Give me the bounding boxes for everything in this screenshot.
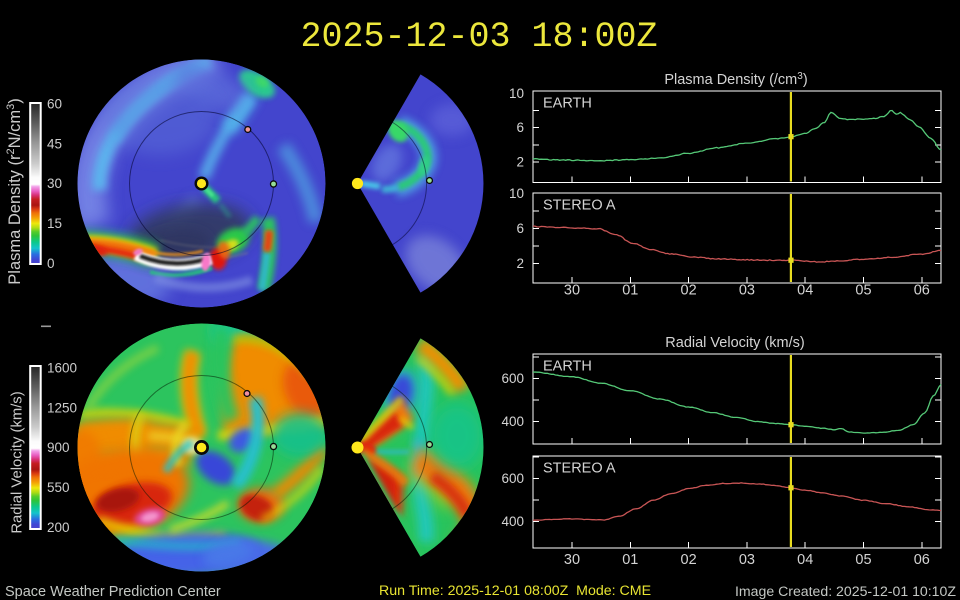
svg-text:1600: 1600	[47, 361, 77, 376]
svg-text:2025-12-03 18:00Z: 2025-12-03 18:00Z	[300, 17, 657, 57]
svg-text:06: 06	[914, 552, 930, 568]
svg-text:1250: 1250	[47, 400, 77, 415]
svg-text:STEREO A: STEREO A	[543, 461, 616, 477]
svg-text:30: 30	[564, 552, 580, 568]
svg-text:45: 45	[47, 136, 62, 151]
svg-text:6: 6	[516, 221, 524, 236]
svg-text:200: 200	[47, 520, 70, 535]
svg-text:400: 400	[501, 414, 524, 429]
svg-text:550: 550	[47, 480, 70, 495]
svg-text:03: 03	[739, 283, 755, 299]
svg-text:Image Created: 2025-12-01 10:1: Image Created: 2025-12-01 10:10Z	[735, 583, 956, 599]
svg-text:0: 0	[47, 256, 55, 271]
svg-text:2: 2	[516, 154, 524, 169]
svg-text:6: 6	[516, 120, 524, 135]
svg-text:600: 600	[501, 371, 524, 386]
svg-text:01: 01	[622, 552, 638, 568]
svg-text:Plasma Density (/cm3): Plasma Density (/cm3)	[664, 71, 807, 89]
svg-text:15: 15	[47, 216, 62, 231]
svg-text:05: 05	[855, 283, 871, 299]
svg-text:10: 10	[509, 86, 524, 101]
svg-text:Radial Velocity (km/s): Radial Velocity (km/s)	[665, 335, 804, 351]
svg-text:02: 02	[681, 552, 697, 568]
svg-text:2: 2	[516, 256, 524, 271]
svg-text:400: 400	[501, 514, 524, 529]
svg-text:Space Weather Prediction Cente: Space Weather Prediction Center	[5, 584, 221, 600]
svg-text:05: 05	[855, 552, 871, 568]
svg-text:900: 900	[47, 440, 70, 455]
svg-text:60: 60	[47, 96, 62, 111]
svg-text:Run Time: 2025-12-01 08:00Z M: Run Time: 2025-12-01 08:00Z Mode: CME	[379, 583, 651, 599]
svg-text:01: 01	[622, 283, 638, 299]
svg-text:03: 03	[739, 552, 755, 568]
svg-text:STEREO A: STEREO A	[543, 198, 616, 214]
svg-text:30: 30	[47, 176, 62, 191]
svg-text:EARTH: EARTH	[543, 359, 592, 375]
svg-text:10: 10	[509, 186, 524, 201]
svg-text:30: 30	[564, 283, 580, 299]
svg-text:Radial Velocity (km/s): Radial Velocity (km/s)	[10, 391, 26, 533]
svg-text:06: 06	[914, 283, 930, 299]
svg-text:600: 600	[501, 471, 524, 486]
svg-text:04: 04	[797, 283, 813, 299]
svg-text:Plasma Density (r2N/cm3): Plasma Density (r2N/cm3)	[5, 98, 24, 284]
svg-text:EARTH: EARTH	[543, 96, 592, 112]
svg-text:04: 04	[797, 552, 813, 568]
svg-text:02: 02	[681, 283, 697, 299]
